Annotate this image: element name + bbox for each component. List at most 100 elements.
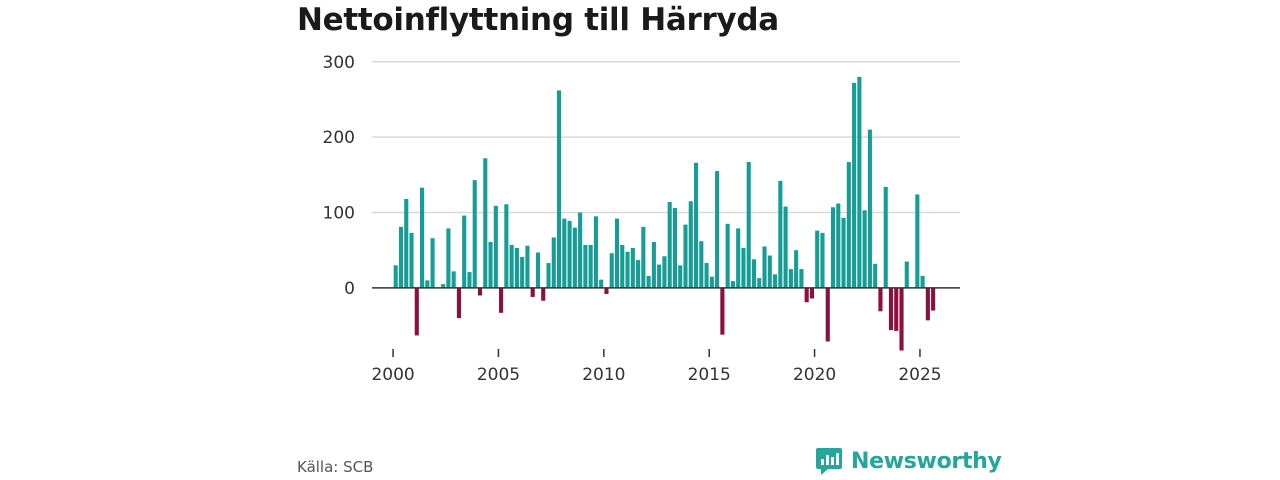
bar	[541, 287, 546, 301]
bar	[546, 263, 551, 288]
bar	[841, 217, 846, 288]
bar	[493, 205, 498, 288]
bar	[857, 76, 862, 288]
x-tick-label: 2010	[582, 365, 625, 385]
bar	[867, 129, 872, 288]
bar	[467, 272, 472, 288]
bar	[815, 230, 820, 288]
bar	[625, 251, 630, 288]
bar	[514, 247, 519, 288]
brand[interactable]: Newsworthy	[815, 446, 1002, 476]
bar	[472, 180, 477, 288]
bar	[662, 256, 667, 288]
y-tick-label: 100	[323, 204, 355, 224]
bars	[393, 76, 936, 351]
bar	[862, 210, 867, 288]
y-tick-label: 0	[344, 279, 355, 299]
bar	[820, 232, 825, 288]
bar	[641, 226, 646, 288]
bar	[757, 278, 762, 288]
bar	[646, 275, 651, 288]
bar	[746, 162, 751, 288]
bar	[572, 227, 577, 288]
axes: 0 100 200 300 2000 2005 2010 2015 2020 2025	[323, 53, 960, 385]
bar	[535, 252, 541, 288]
bar	[720, 287, 725, 335]
bar	[925, 287, 930, 321]
bar	[614, 218, 620, 288]
bar	[667, 201, 672, 288]
bar	[751, 259, 757, 288]
x-tick-label: 2020	[793, 365, 836, 385]
bar	[419, 187, 425, 288]
bar	[636, 260, 641, 288]
bar	[904, 261, 909, 288]
bar	[414, 287, 419, 336]
bar	[456, 287, 461, 319]
bar	[393, 265, 398, 288]
bar	[741, 247, 746, 288]
bar	[567, 220, 572, 288]
bar	[825, 287, 830, 342]
bar	[630, 247, 635, 288]
bar	[783, 206, 788, 288]
bar	[398, 226, 404, 288]
bar	[846, 162, 851, 288]
bar	[530, 287, 535, 297]
gridlines	[372, 61, 960, 214]
bar	[778, 180, 783, 288]
bar	[683, 224, 688, 288]
bar	[404, 198, 409, 288]
bar	[888, 287, 894, 331]
bar	[430, 238, 435, 288]
bar	[578, 212, 583, 288]
bar	[788, 269, 793, 288]
bar	[499, 287, 504, 313]
bar	[604, 287, 609, 294]
bar	[593, 216, 598, 288]
bar	[678, 265, 683, 288]
x-tick-label: 2000	[371, 365, 414, 385]
bar	[620, 244, 625, 288]
bar	[477, 287, 483, 296]
brand-name: Newsworthy	[851, 448, 1002, 474]
bar	[462, 215, 467, 288]
bar	[762, 246, 767, 288]
bar	[915, 194, 920, 288]
bar	[483, 158, 488, 288]
x-tick-label: 2025	[898, 365, 941, 385]
x-tick-label: 2005	[477, 365, 520, 385]
bar	[899, 287, 904, 351]
bar	[931, 287, 936, 311]
bar	[688, 201, 693, 288]
bar	[809, 287, 815, 299]
bar	[715, 171, 720, 288]
bar	[588, 244, 593, 288]
bar	[609, 253, 614, 288]
bar	[583, 244, 588, 288]
bar	[804, 287, 809, 303]
source-note: Källa: SCB	[297, 458, 374, 476]
bar	[773, 274, 778, 288]
bar	[830, 207, 836, 288]
bar	[730, 281, 735, 288]
bar	[451, 271, 456, 288]
bar	[699, 241, 704, 288]
bar	[878, 287, 883, 312]
bar	[509, 244, 514, 288]
bar	[651, 241, 656, 288]
bar	[504, 204, 509, 288]
bar	[709, 276, 714, 288]
bar	[767, 255, 772, 288]
y-tick-label: 200	[323, 128, 355, 148]
bar	[562, 218, 567, 288]
bar	[736, 228, 741, 288]
bar	[704, 263, 709, 288]
y-tick-label: 300	[323, 53, 355, 73]
bar	[794, 250, 799, 288]
bar	[446, 228, 451, 288]
bar	[873, 263, 878, 288]
bar	[894, 287, 899, 331]
bar	[525, 245, 530, 288]
bar	[520, 257, 525, 288]
